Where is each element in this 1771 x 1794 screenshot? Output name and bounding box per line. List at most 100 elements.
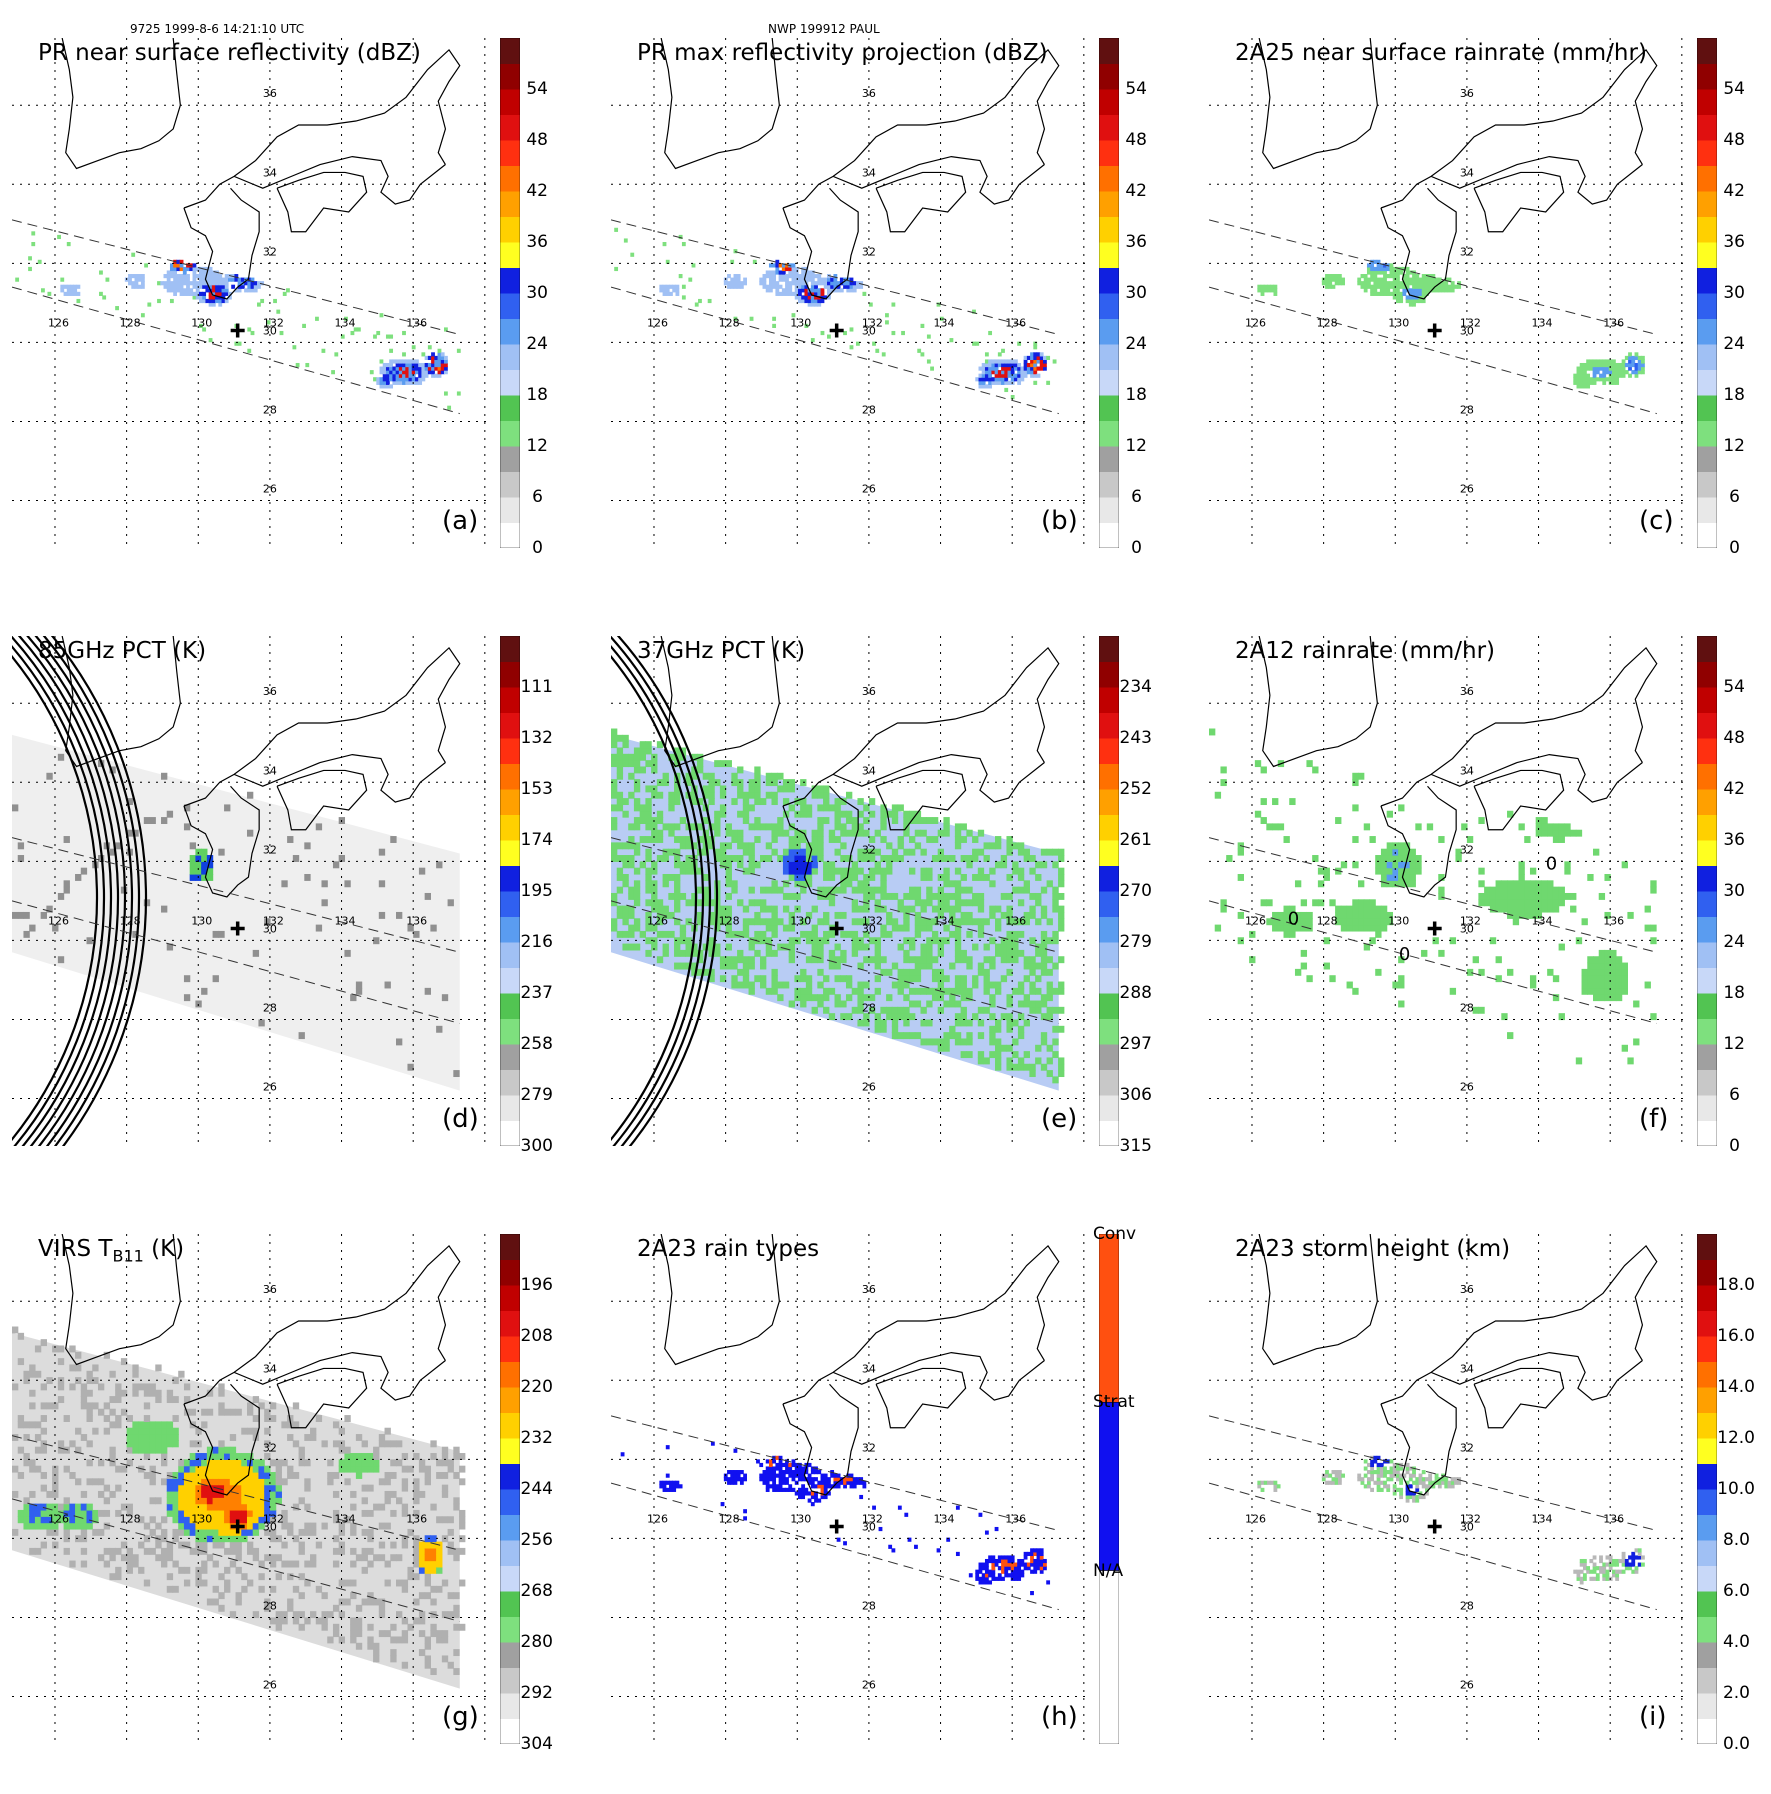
data-cell	[726, 944, 732, 951]
data-cell	[1338, 1470, 1342, 1474]
data-cell	[1369, 925, 1375, 932]
data-cell	[230, 1529, 236, 1536]
header-granule-time: 9725 1999-8-6 14:21:10 UTC	[130, 22, 304, 36]
data-cell	[852, 906, 858, 913]
data-cell	[806, 874, 812, 881]
data-cell	[270, 1535, 276, 1542]
data-cell	[1650, 880, 1656, 887]
data-cell	[817, 849, 823, 856]
data-cell	[645, 836, 651, 843]
data-cell	[880, 880, 886, 887]
data-cell	[783, 982, 789, 989]
data-cell	[737, 969, 743, 976]
colorbar-segment	[1099, 242, 1119, 268]
data-cell	[1364, 906, 1370, 913]
panel-title-text: 2A12 rainrate (mm/hr)	[1235, 638, 1495, 664]
data-cell	[880, 887, 886, 894]
data-cell	[161, 1447, 167, 1454]
colorbar-segment	[500, 497, 520, 523]
data-cell	[843, 1484, 847, 1488]
data-cell	[201, 1459, 207, 1466]
data-cell	[754, 766, 760, 773]
data-cell	[1006, 931, 1012, 938]
colorbar-tick-label: 42	[1125, 181, 1147, 201]
data-cell	[172, 1415, 178, 1422]
data-cell	[253, 1523, 259, 1530]
colorbar-tick-label: 279	[1120, 932, 1152, 952]
data-cell	[949, 963, 955, 970]
data-cell	[1364, 823, 1370, 830]
data-cell	[1029, 969, 1035, 976]
data-cell	[714, 830, 720, 837]
data-cell	[1524, 836, 1530, 843]
data-cell	[385, 1523, 391, 1530]
data-cell	[293, 1586, 299, 1593]
data-cell	[1001, 349, 1005, 353]
data-cell	[1046, 356, 1050, 360]
data-cell	[304, 874, 310, 881]
data-cell	[857, 887, 863, 894]
data-cell	[880, 868, 886, 875]
data-cell	[1017, 381, 1021, 385]
data-cell	[132, 1421, 138, 1428]
data-cell	[1610, 956, 1616, 963]
data-cell	[817, 817, 823, 824]
panel-title: PR near surface reflectivity (dBZ)	[38, 40, 421, 66]
colorbar-tick-label: 234	[1120, 677, 1152, 697]
data-cell	[930, 367, 934, 371]
data-cell	[425, 893, 431, 900]
colorbar-segment	[1099, 713, 1119, 739]
data-cell	[18, 1421, 24, 1428]
colorbar-segment	[1697, 446, 1717, 472]
data-cell	[1046, 381, 1050, 385]
data-cell	[247, 1428, 253, 1435]
data-cell	[1058, 918, 1064, 925]
data-cell	[350, 1617, 356, 1624]
data-cell	[69, 1516, 75, 1523]
data-cell	[978, 1057, 984, 1064]
data-cell	[743, 1509, 747, 1513]
data-cell	[69, 1472, 75, 1479]
data-cell	[402, 1617, 408, 1624]
data-cell	[674, 887, 680, 894]
data-cell	[230, 1497, 236, 1504]
colorbar-tick-label: 42	[1723, 779, 1745, 799]
data-cell	[779, 1484, 783, 1488]
data-cell	[915, 931, 921, 938]
data-cell	[915, 988, 921, 995]
longitude-label: 126	[647, 915, 668, 928]
data-cell	[161, 1478, 167, 1485]
data-cell	[680, 836, 686, 843]
longitude-label: 130	[191, 317, 212, 330]
data-cell	[1622, 1045, 1628, 1052]
data-cell	[1513, 918, 1519, 925]
data-cell	[734, 249, 738, 253]
data-cell	[1559, 830, 1565, 837]
data-cell	[104, 1497, 110, 1504]
data-cell	[1381, 912, 1387, 919]
data-cell	[356, 1554, 362, 1561]
data-cell	[195, 1580, 201, 1587]
data-cell	[1381, 849, 1387, 856]
data-cell	[155, 1554, 161, 1561]
colorbar-segment	[500, 64, 520, 90]
data-cell	[674, 792, 680, 799]
data-cell	[1524, 906, 1530, 913]
data-cell	[1370, 1488, 1374, 1492]
coastline	[783, 50, 1059, 208]
data-cell	[1570, 906, 1576, 913]
data-cell	[680, 925, 686, 932]
data-cell	[734, 1481, 738, 1485]
data-cell	[846, 811, 852, 818]
data-cell	[859, 1495, 863, 1499]
data-cell	[955, 975, 961, 982]
data-cell	[1622, 988, 1628, 995]
coastline	[833, 157, 1044, 204]
colorbar-segment	[500, 472, 520, 498]
data-cell	[373, 1554, 379, 1561]
data-cell	[18, 1415, 24, 1422]
data-cell	[253, 1529, 259, 1536]
data-cell	[817, 944, 823, 951]
data-cell	[1370, 263, 1374, 267]
